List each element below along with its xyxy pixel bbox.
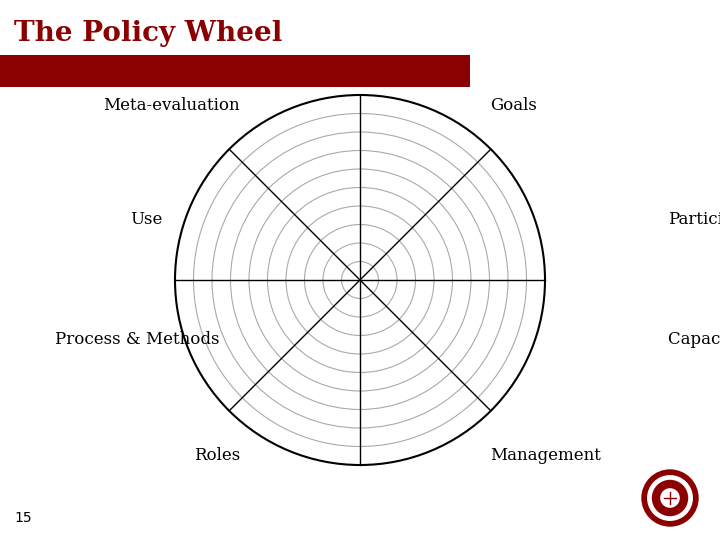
Text: The Policy Wheel: The Policy Wheel [14,20,282,47]
Text: Process & Methods: Process & Methods [55,332,220,348]
Text: Roles: Roles [194,447,240,463]
Text: Participation: Participation [668,212,720,228]
Text: Meta-evaluation: Meta-evaluation [104,97,240,113]
Circle shape [660,488,680,508]
Text: Capacity Building: Capacity Building [668,332,720,348]
Bar [0,55,470,87]
Text: Management: Management [490,447,601,463]
Circle shape [647,475,693,521]
Circle shape [642,470,698,526]
Text: Goals: Goals [490,97,537,113]
Circle shape [652,480,688,516]
Text: Use: Use [130,212,163,228]
Text: 15: 15 [14,511,32,525]
